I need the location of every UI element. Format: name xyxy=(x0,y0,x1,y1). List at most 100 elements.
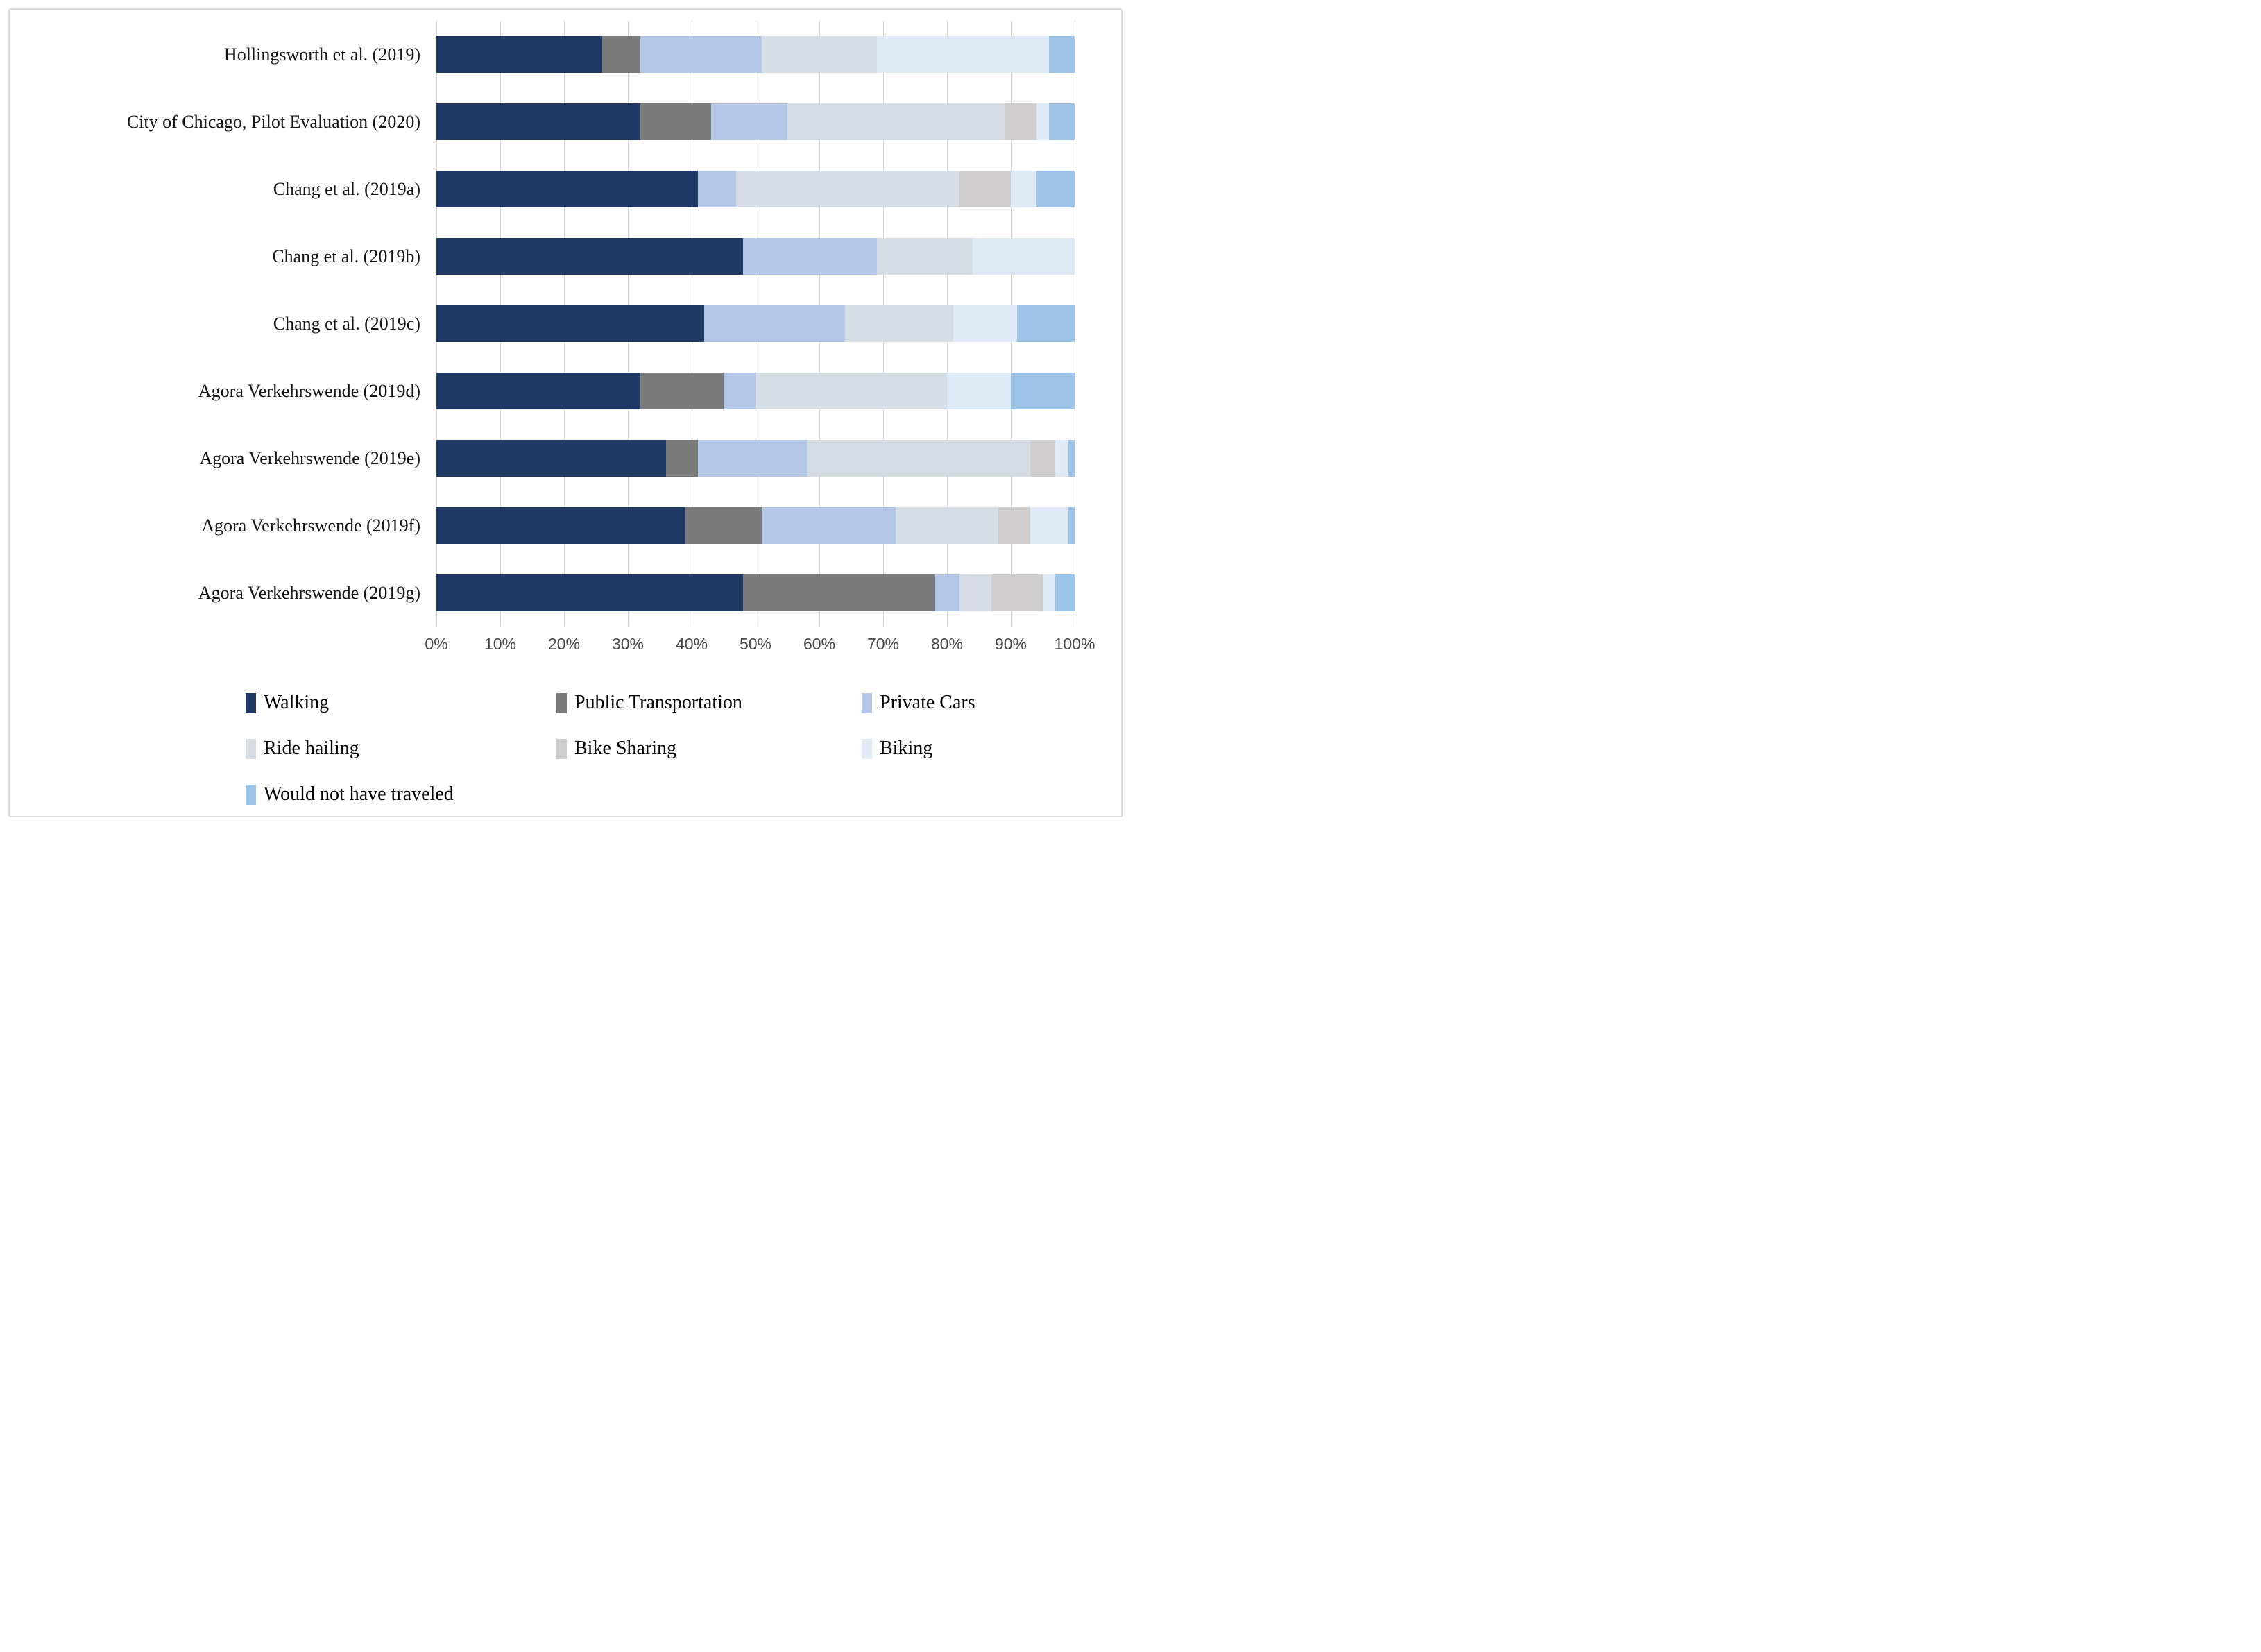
legend-item-public-transportation: Public Transportation xyxy=(556,692,862,714)
bar-row: Agora Verkehrswende (2019d) xyxy=(10,357,1121,425)
bar-segment-would-not-have-traveled xyxy=(1068,440,1075,477)
x-tick-label: 100% xyxy=(1054,635,1095,653)
bar-segment-walking xyxy=(436,507,685,544)
legend: Walking Public Transportation Private Cars… xyxy=(246,692,1121,806)
category-label: Hollingsworth et al. (2019) xyxy=(223,44,420,65)
x-tick-label: 50% xyxy=(739,635,772,653)
bar-segment-biking xyxy=(1010,171,1036,207)
legend-item-private-cars: Private Cars xyxy=(862,692,1121,714)
bar-segment-ride-hailing xyxy=(736,171,960,207)
bar-track xyxy=(436,574,1075,611)
bar-segment-private-cars xyxy=(762,507,896,544)
bar-segment-ride-hailing xyxy=(959,574,992,611)
plot-area: Hollingsworth et al. (2019) City of Chica… xyxy=(10,21,1121,627)
bar-row: Hollingsworth et al. (2019) xyxy=(10,21,1121,88)
bar-segment-biking xyxy=(1042,574,1056,611)
bar-row: City of Chicago, Pilot Evaluation (2020) xyxy=(10,88,1121,155)
bar-segment-bike-sharing xyxy=(1004,103,1036,140)
bar-track xyxy=(436,373,1075,409)
bar-track xyxy=(436,36,1075,73)
bar-row: Agora Verkehrswende (2019f) xyxy=(10,492,1121,559)
x-tick-label: 0% xyxy=(425,635,448,653)
bar-segment-ride-hailing xyxy=(787,103,1005,140)
legend-swatch-private-cars xyxy=(862,692,872,713)
legend-label: Would not have traveled xyxy=(264,783,454,805)
bar-segment-private-cars xyxy=(698,440,807,477)
bar-track xyxy=(436,305,1075,342)
bar-segment-private-cars xyxy=(710,103,787,140)
legend-swatch-biking xyxy=(862,738,872,759)
legend-swatch-walking xyxy=(246,692,256,713)
bar-row: Chang et al. (2019b) xyxy=(10,223,1121,290)
bar-track xyxy=(436,171,1075,207)
bar-segment-bike-sharing xyxy=(991,574,1043,611)
bar-segment-biking xyxy=(972,238,1075,275)
category-label: Chang et al. (2019a) xyxy=(273,178,420,199)
bar-segment-public-transportation xyxy=(742,574,935,611)
x-tick-label: 60% xyxy=(803,635,836,653)
category-label: City of Chicago, Pilot Evaluation (2020) xyxy=(126,111,420,132)
bar-track xyxy=(436,440,1075,477)
legend-label: Private Cars xyxy=(880,692,975,713)
bar-row: Chang et al. (2019c) xyxy=(10,290,1121,357)
category-label: Chang et al. (2019c) xyxy=(273,313,420,334)
category-label: Chang et al. (2019b) xyxy=(272,246,420,266)
bar-segment-would-not-have-traveled xyxy=(1017,305,1075,342)
bar-segment-ride-hailing xyxy=(896,507,998,544)
legend-label: Ride hailing xyxy=(264,738,359,759)
bar-segment-bike-sharing xyxy=(1030,440,1056,477)
bar-segment-private-cars xyxy=(640,36,762,73)
bar-track xyxy=(436,507,1075,544)
category-label: Agora Verkehrswende (2019f) xyxy=(201,515,420,536)
bar-segment-private-cars xyxy=(723,373,756,409)
bar-segment-bike-sharing xyxy=(959,171,1011,207)
bar-segment-would-not-have-traveled xyxy=(1049,103,1075,140)
legend-swatch-ride-hailing xyxy=(246,738,256,759)
legend-item-would-not-have-traveled: Would not have traveled xyxy=(246,783,556,806)
bar-segment-public-transportation xyxy=(602,36,641,73)
bar-segment-public-transportation xyxy=(666,440,699,477)
bar-segment-public-transportation xyxy=(685,507,762,544)
bar-segment-biking xyxy=(1036,103,1050,140)
bar-segment-walking xyxy=(436,238,743,275)
bar-segment-would-not-have-traveled xyxy=(1049,36,1075,73)
bar-track xyxy=(436,103,1075,140)
x-tick-label: 20% xyxy=(547,635,581,653)
bar-segment-biking xyxy=(946,373,1011,409)
bar-segment-walking xyxy=(436,103,641,140)
bar-segment-would-not-have-traveled xyxy=(1055,574,1075,611)
legend-item-biking: Biking xyxy=(862,738,1121,760)
x-tick-label: 80% xyxy=(930,635,964,653)
legend-item-ride-hailing: Ride hailing xyxy=(246,738,556,760)
bar-segment-ride-hailing xyxy=(762,36,877,73)
x-tick-label: 40% xyxy=(675,635,708,653)
bar-segment-walking xyxy=(436,171,699,207)
bar-segment-public-transportation xyxy=(640,373,724,409)
bar-segment-ride-hailing xyxy=(806,440,1030,477)
legend-label: Walking xyxy=(264,692,330,713)
legend-swatch-bike-sharing xyxy=(556,738,567,759)
mode-substitution-stacked-bar-chart: Hollingsworth et al. (2019) City of Chica… xyxy=(10,10,1121,806)
bar-segment-private-cars xyxy=(698,171,737,207)
bar-segment-walking xyxy=(436,305,705,342)
bar-row: Chang et al. (2019a) xyxy=(10,155,1121,223)
bar-segment-public-transportation xyxy=(640,103,711,140)
legend-swatch-would-not-have-traveled xyxy=(246,784,256,805)
bar-segment-would-not-have-traveled xyxy=(1068,507,1075,544)
bar-segment-walking xyxy=(436,36,603,73)
bar-segment-ride-hailing xyxy=(876,238,973,275)
bar-segment-ride-hailing xyxy=(755,373,947,409)
category-label: Agora Verkehrswende (2019d) xyxy=(198,380,420,401)
bar-segment-private-cars xyxy=(934,574,960,611)
bar-row: Agora Verkehrswende (2019e) xyxy=(10,425,1121,492)
bar-segment-bike-sharing xyxy=(998,507,1030,544)
x-axis: 0% 10% 20% 30% 40% 50% 60% 70% 80% 90% 100% xyxy=(425,627,1095,663)
bar-segment-biking xyxy=(1055,440,1068,477)
legend-label: Biking xyxy=(880,738,933,759)
legend-label: Bike Sharing xyxy=(574,738,676,759)
legend-swatch-public-transportation xyxy=(556,692,567,713)
x-tick-label: 10% xyxy=(484,635,517,653)
bar-segment-would-not-have-traveled xyxy=(1036,171,1075,207)
bar-segment-biking xyxy=(1030,507,1068,544)
bar-segment-would-not-have-traveled xyxy=(1010,373,1075,409)
